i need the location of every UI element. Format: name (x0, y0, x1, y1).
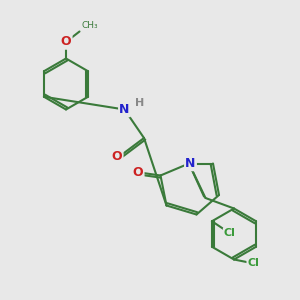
Text: N: N (119, 103, 130, 116)
Text: O: O (112, 149, 122, 163)
Text: O: O (133, 166, 143, 179)
Text: N: N (185, 157, 196, 170)
Text: CH₃: CH₃ (81, 21, 98, 30)
Text: Cl: Cl (224, 228, 236, 238)
Text: Cl: Cl (248, 257, 260, 268)
Text: O: O (61, 35, 71, 49)
Text: H: H (135, 98, 144, 109)
